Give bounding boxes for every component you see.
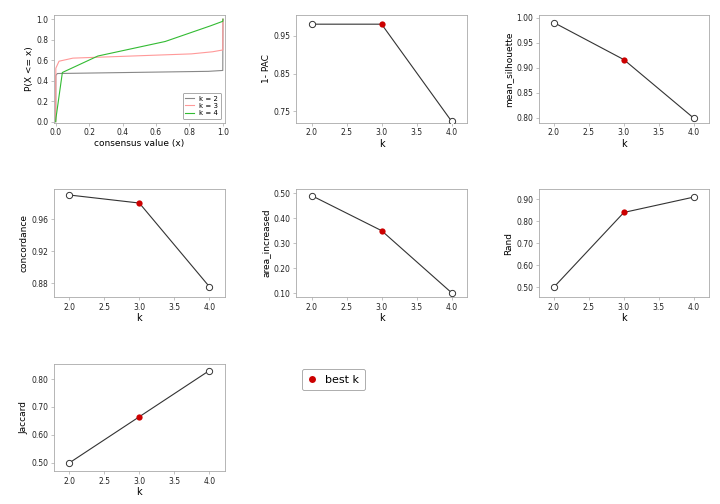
k = 2 <box>125 70 134 76</box>
Line: k = 3: k = 3 <box>55 19 223 121</box>
k = 3 <box>185 51 194 57</box>
Y-axis label: Jaccard: Jaccard <box>19 401 29 434</box>
Y-axis label: Rand: Rand <box>504 232 513 255</box>
X-axis label: k: k <box>621 313 626 323</box>
k = 2 <box>68 70 77 76</box>
k = 2 <box>181 69 190 75</box>
k = 4 <box>219 16 228 22</box>
Y-axis label: concordance: concordance <box>19 214 29 272</box>
k = 3 <box>51 118 60 124</box>
k = 2 <box>166 69 175 75</box>
X-axis label: k: k <box>621 139 626 149</box>
k = 3 <box>125 53 134 59</box>
Y-axis label: area_increased: area_increased <box>262 209 271 278</box>
k = 4 <box>181 31 190 37</box>
X-axis label: k: k <box>137 313 142 323</box>
k = 2 <box>119 70 127 76</box>
Legend: k = 2, k = 3, k = 4: k = 2, k = 3, k = 4 <box>183 93 221 119</box>
k = 4 <box>185 30 194 36</box>
X-axis label: k: k <box>379 313 384 323</box>
X-axis label: k: k <box>137 487 142 497</box>
Y-axis label: 1- PAC: 1- PAC <box>262 54 271 83</box>
k = 3 <box>219 16 228 22</box>
k = 3 <box>166 52 175 58</box>
k = 4 <box>166 37 175 43</box>
k = 4 <box>51 118 60 124</box>
k = 4 <box>119 47 127 53</box>
k = 2 <box>185 69 194 75</box>
k = 3 <box>181 51 190 57</box>
k = 3 <box>119 53 127 59</box>
k = 4 <box>68 65 77 71</box>
k = 3 <box>68 55 77 61</box>
k = 2 <box>51 118 60 124</box>
k = 4 <box>125 46 134 52</box>
Y-axis label: mean_silhouette: mean_silhouette <box>504 31 513 107</box>
X-axis label: consensus value (x): consensus value (x) <box>94 139 184 148</box>
Legend: best k: best k <box>302 369 365 390</box>
X-axis label: k: k <box>379 139 384 149</box>
k = 2 <box>219 16 228 22</box>
Line: k = 2: k = 2 <box>55 19 223 121</box>
Y-axis label: P(X <= x): P(X <= x) <box>24 46 34 91</box>
Line: k = 4: k = 4 <box>55 19 223 121</box>
